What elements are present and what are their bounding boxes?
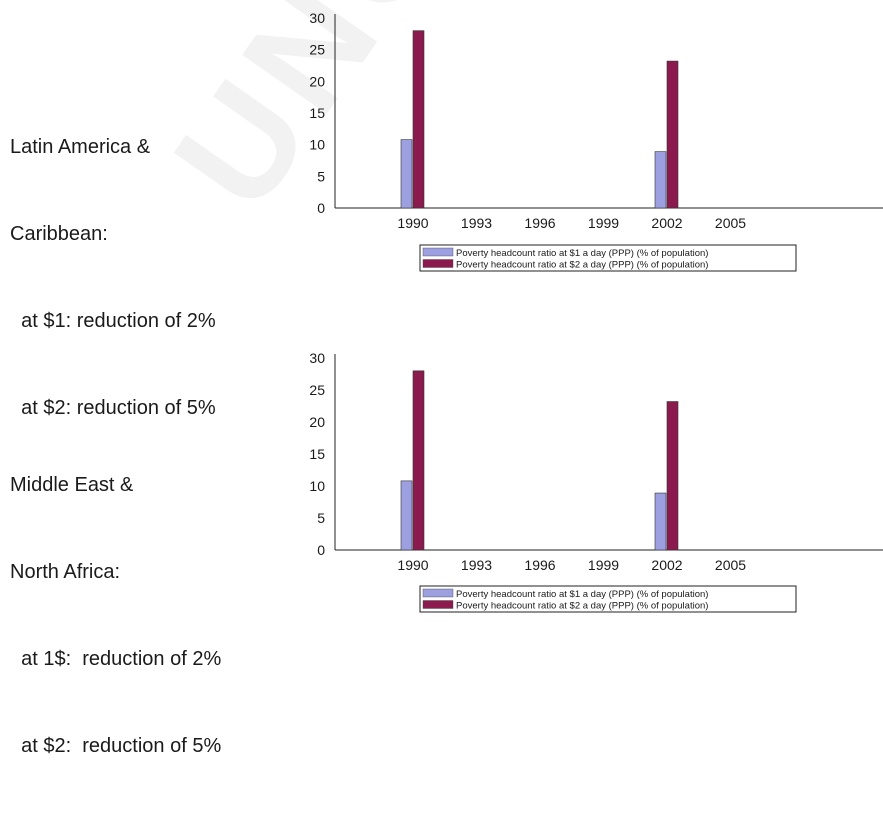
legend-label: Poverty headcount ratio at $1 a day (PPP… — [456, 589, 708, 600]
bar — [654, 492, 667, 551]
x-tick-label: 1999 — [588, 557, 619, 573]
y-tick-label: 15 — [309, 105, 325, 121]
y-tick-label: 25 — [309, 382, 325, 398]
chart-panel-latin-america: Latin America & Caribbean: at $1: reduct… — [0, 0, 883, 419]
summary-line: at 1$: reduction of 2% — [10, 648, 222, 670]
summary-line: Middle East & — [10, 474, 134, 496]
bar-chart: 0 5 10 15 20 25 30 1990 1993 1996 1999 2002 2005 Pove… — [309, 10, 883, 272]
x-tick-label: 1999 — [588, 215, 619, 231]
bar-chart: 0 5 10 15 20 25 30 1990 1993 1996 1999 2002 2005 Pove… — [309, 350, 883, 613]
x-tick-label: 1990 — [397, 557, 428, 573]
legend-label: Poverty headcount ratio at $2 a day (PPP… — [456, 601, 708, 612]
x-tick-label: 2002 — [651, 557, 682, 573]
x-tick-label: 1993 — [461, 557, 492, 573]
summary-line: at $2: reduction of 5% — [10, 397, 216, 419]
x-tick-label: 2002 — [651, 215, 682, 231]
bar — [412, 30, 425, 209]
y-tick-label: 30 — [309, 350, 325, 366]
y-tick-label: 20 — [309, 73, 325, 89]
bar — [666, 401, 679, 551]
legend-box — [419, 244, 797, 272]
summary-line: at $1: reduction of 2% — [10, 310, 216, 332]
summary-line: North Africa: — [10, 561, 121, 583]
bar — [654, 151, 667, 209]
y-tick-label: 10 — [309, 478, 325, 494]
y-tick-label: 5 — [317, 168, 325, 184]
bar — [666, 60, 679, 209]
summary-line: Latin America & — [10, 136, 151, 158]
x-tick-label: 1996 — [524, 215, 555, 231]
legend-label: Poverty headcount ratio at $1 a day (PPP… — [456, 248, 708, 259]
region-summary: Latin America & Caribbean: at $1: reduct… — [10, 75, 216, 481]
y-tick-label: 15 — [309, 446, 325, 462]
x-tick-label: 1993 — [461, 215, 492, 231]
summary-line: Caribbean: — [10, 223, 108, 245]
x-tick-label: 2005 — [715, 215, 746, 231]
y-tick-label: 5 — [317, 510, 325, 526]
bar — [400, 139, 413, 209]
legend-swatch — [422, 247, 454, 257]
bar — [400, 480, 413, 551]
legend-label: Poverty headcount ratio at $2 a day (PPP… — [456, 260, 708, 271]
y-tick-label: 10 — [309, 137, 325, 153]
y-tick-label: 0 — [317, 200, 325, 216]
summary-line: at $2: reduction of 5% — [10, 735, 222, 757]
legend-swatch — [422, 259, 454, 268]
x-tick-label: 1990 — [397, 215, 428, 231]
legend-box — [419, 585, 797, 613]
legend-swatch — [422, 600, 454, 609]
y-tick-label: 0 — [317, 542, 325, 558]
y-tick-label: 25 — [309, 42, 325, 58]
y-tick-label: 20 — [309, 414, 325, 430]
x-tick-label: 2005 — [715, 557, 746, 573]
x-tick-label: 1996 — [524, 557, 555, 573]
legend-swatch — [422, 588, 454, 598]
bar — [412, 370, 425, 551]
y-tick-label: 30 — [309, 10, 325, 26]
chart-panel-middle-east: Middle East & North Africa: at 1$: reduc… — [0, 340, 883, 757]
